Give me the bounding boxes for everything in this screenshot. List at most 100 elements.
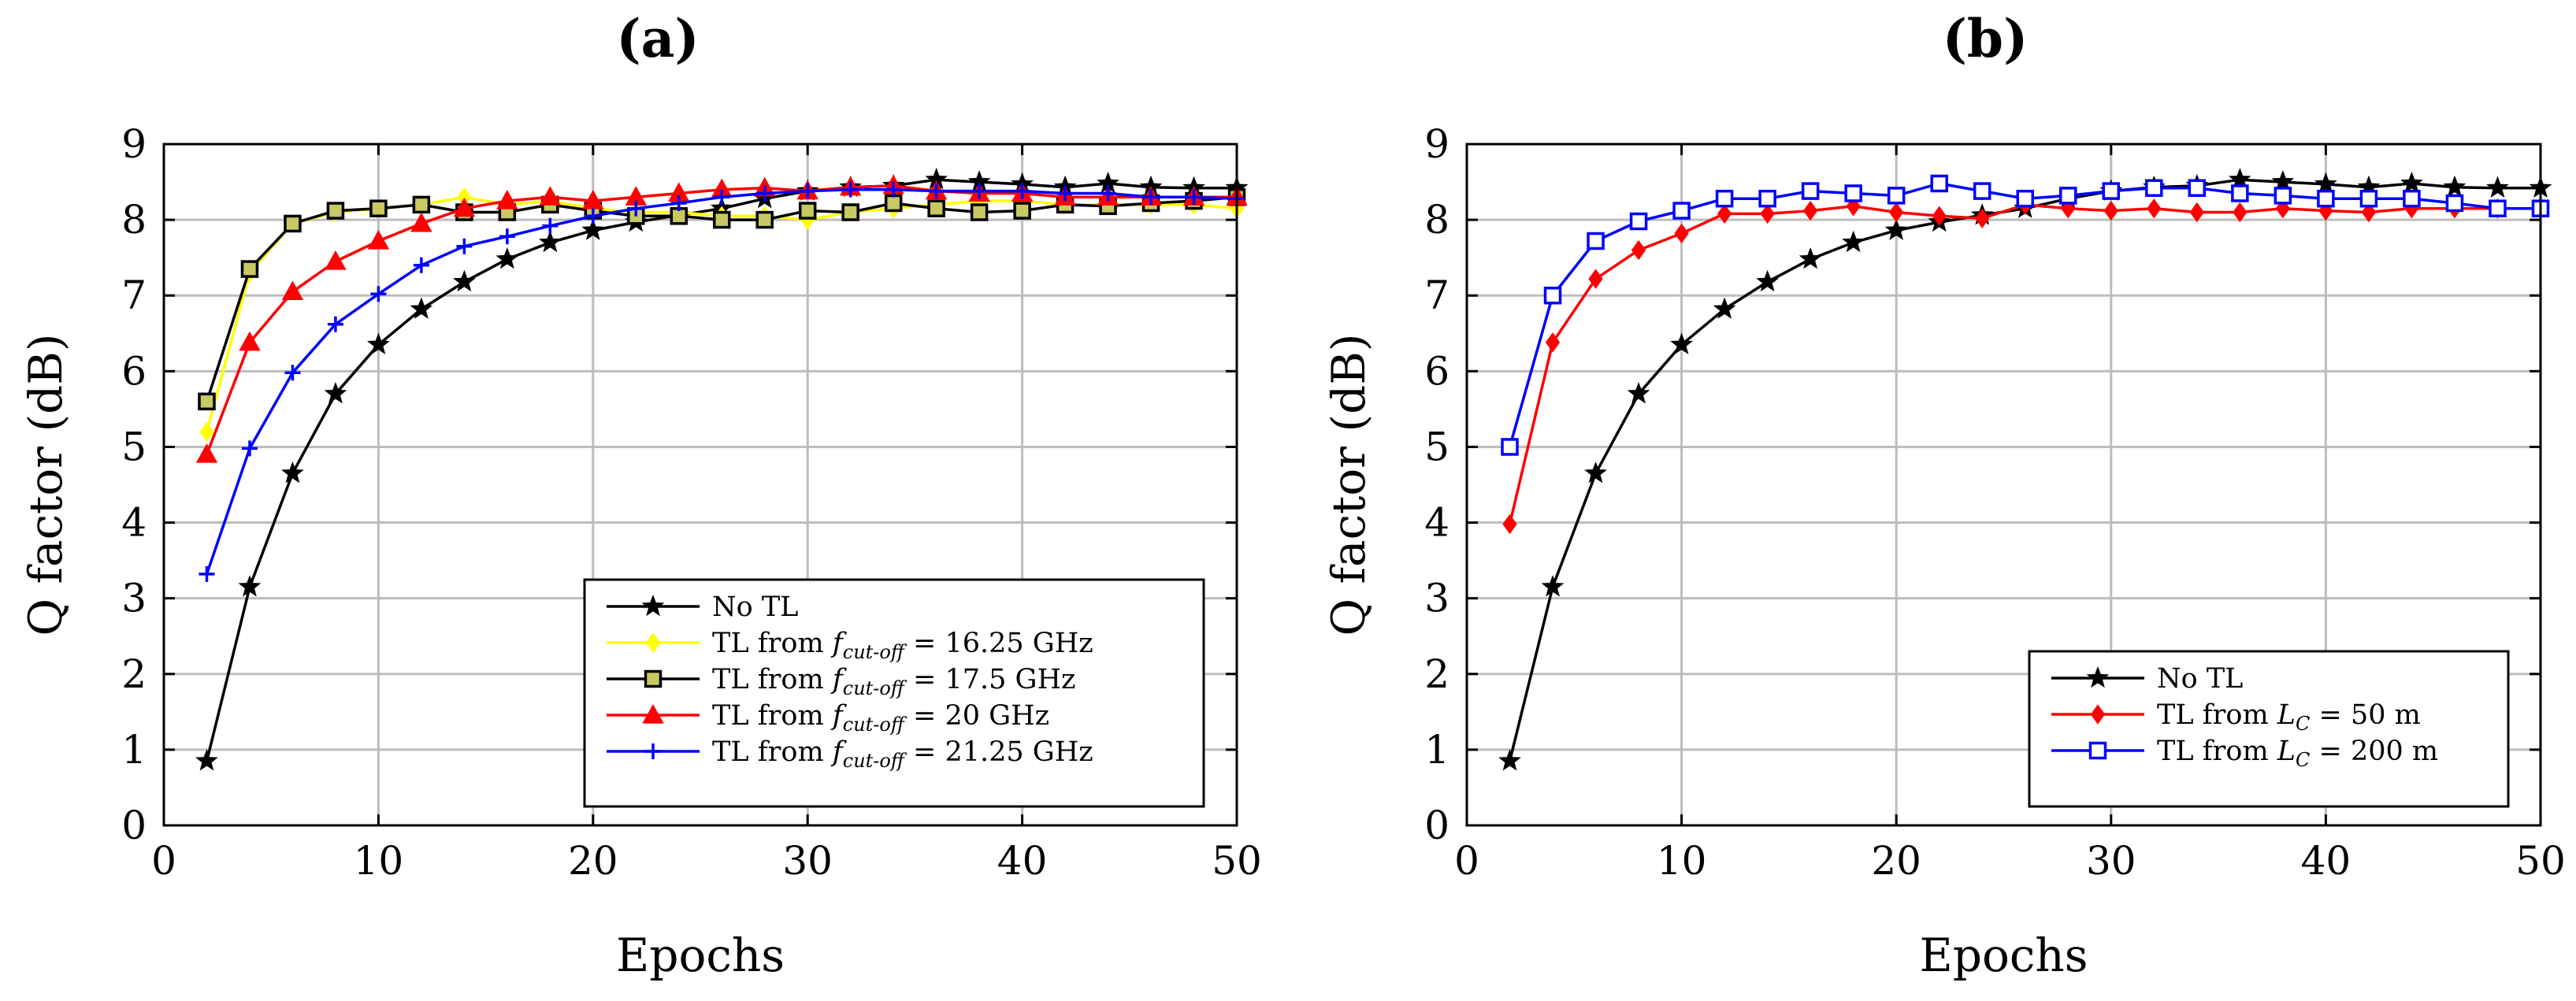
data-point bbox=[2314, 172, 2337, 195]
y-tick-label: 2 bbox=[121, 651, 147, 697]
legend-swatch-marker bbox=[641, 594, 665, 617]
data-point bbox=[1842, 230, 1865, 253]
data-point bbox=[755, 210, 774, 229]
data-point bbox=[1588, 269, 1603, 289]
data-point bbox=[410, 297, 433, 319]
legend-label: TL from fcut-off = 17.5 GHz bbox=[712, 664, 1075, 699]
data-point bbox=[281, 461, 304, 484]
series-2 bbox=[1502, 195, 2548, 535]
legend-item: TL from LC = 50 m bbox=[2051, 699, 2421, 735]
legend-label-value: = 20 GHz bbox=[904, 700, 1049, 732]
data-point bbox=[199, 565, 215, 582]
data-point bbox=[453, 197, 476, 217]
legend-label-text: TL from bbox=[2157, 736, 2277, 767]
legend-item: No TL bbox=[607, 591, 798, 623]
x-axis-label: Epochs bbox=[616, 929, 785, 982]
legend-label-text: No TL bbox=[2157, 663, 2243, 695]
data-point bbox=[284, 365, 301, 381]
legend-item: TL from fcut-off = 21.25 GHz bbox=[607, 736, 1093, 772]
y-tick-label: 7 bbox=[121, 272, 147, 318]
x-tick-label: 20 bbox=[1871, 838, 1921, 884]
data-point bbox=[2489, 199, 2507, 217]
y-tick-label: 1 bbox=[1424, 727, 1449, 773]
series-3 bbox=[198, 188, 1246, 411]
chart-title: (a) bbox=[616, 8, 699, 69]
legend: No TL TL from LC = 50 mTL from LC = 200 m bbox=[2028, 650, 2510, 808]
legend-item: TL from fcut-off = 16.25 GHz bbox=[607, 628, 1093, 663]
legend-label: TL from LC = 50 m bbox=[2157, 699, 2421, 735]
data-point bbox=[798, 202, 817, 220]
data-point bbox=[1760, 203, 1775, 224]
x-tick-label: 50 bbox=[1212, 838, 1262, 884]
data-point bbox=[1013, 202, 1031, 220]
data-point bbox=[370, 286, 387, 302]
data-point bbox=[581, 218, 605, 240]
data-point bbox=[670, 195, 687, 211]
data-point bbox=[324, 382, 347, 404]
legend-label-value: = 200 m bbox=[2310, 736, 2438, 767]
legend-item: TL from fcut-off = 20 GHz bbox=[607, 700, 1049, 736]
x-axis-label: Epochs bbox=[1920, 929, 2088, 982]
data-point bbox=[1627, 382, 1650, 404]
data-point bbox=[2486, 176, 2509, 198]
data-point bbox=[1798, 247, 1822, 269]
data-point bbox=[366, 332, 390, 354]
y-tick-label: 8 bbox=[121, 197, 147, 243]
data-point bbox=[539, 186, 562, 206]
data-point bbox=[2189, 202, 2204, 223]
data-point bbox=[496, 247, 519, 269]
data-point bbox=[971, 183, 988, 199]
data-point bbox=[1975, 208, 1990, 228]
legend-item: No TL bbox=[2051, 663, 2243, 695]
data-point bbox=[1932, 206, 1947, 227]
x-tick-label: 30 bbox=[2086, 838, 2136, 884]
data-point bbox=[195, 749, 218, 771]
data-point bbox=[1930, 174, 1948, 193]
data-point bbox=[496, 190, 518, 209]
legend-swatch-marker bbox=[2090, 704, 2106, 725]
legend-label-value: = 50 m bbox=[2310, 699, 2420, 731]
data-point bbox=[2145, 179, 2163, 197]
legend-item: TL from fcut-off = 17.5 GHz bbox=[607, 664, 1075, 699]
x-tick-label: 10 bbox=[1657, 838, 1707, 884]
legend-label-text: TL from bbox=[712, 664, 833, 695]
legend-label: No TL bbox=[712, 591, 798, 623]
data-point bbox=[1715, 189, 1734, 208]
data-point bbox=[2271, 169, 2295, 192]
data-point bbox=[841, 203, 859, 221]
data-point bbox=[2231, 184, 2249, 202]
legend-swatch-marker bbox=[644, 669, 663, 688]
legend-swatch-marker bbox=[645, 632, 661, 653]
legend-label-text: TL from bbox=[712, 700, 833, 732]
data-point bbox=[2359, 189, 2378, 208]
legend-label-subscript: cut-off bbox=[843, 677, 908, 699]
legend-swatch-marker bbox=[2086, 665, 2110, 688]
chart-b: (b) 0 10 20 30 40 50 0 1 2 3 4 5 6 7 8 9 Epochs Q factor (… bbox=[1322, 8, 2566, 982]
data-point bbox=[1014, 183, 1030, 199]
data-point bbox=[2445, 194, 2464, 213]
data-point bbox=[1889, 202, 1904, 223]
y-tick-label: 8 bbox=[1424, 197, 1449, 243]
legend-label-symbol: L bbox=[2277, 736, 2296, 767]
data-point bbox=[1543, 286, 1562, 305]
data-point bbox=[1713, 297, 1736, 319]
x-tick-label: 30 bbox=[782, 838, 833, 884]
legend-item: TL from LC = 200 m bbox=[2051, 736, 2438, 771]
legend-swatch-marker bbox=[2088, 741, 2107, 760]
data-point bbox=[369, 199, 388, 217]
y-tick-label: 0 bbox=[121, 803, 147, 848]
data-point bbox=[1717, 203, 1732, 224]
data-point bbox=[2233, 202, 2248, 223]
data-point bbox=[1844, 184, 1862, 202]
y-tick-label: 5 bbox=[121, 424, 147, 469]
data-point bbox=[2361, 202, 2377, 223]
y-tick-label: 6 bbox=[1424, 348, 1449, 394]
chart-a: (a) 0 10 20 30 40 50 0 1 2 3 4 5 6 7 8 9 Epochs Q factor (… bbox=[19, 8, 1262, 982]
legend-label-value: = 21.25 GHz bbox=[904, 736, 1093, 768]
y-tick-label: 9 bbox=[121, 121, 147, 167]
data-point bbox=[1629, 212, 1648, 231]
legend-label-symbol: L bbox=[2277, 699, 2296, 731]
data-point bbox=[499, 228, 515, 245]
